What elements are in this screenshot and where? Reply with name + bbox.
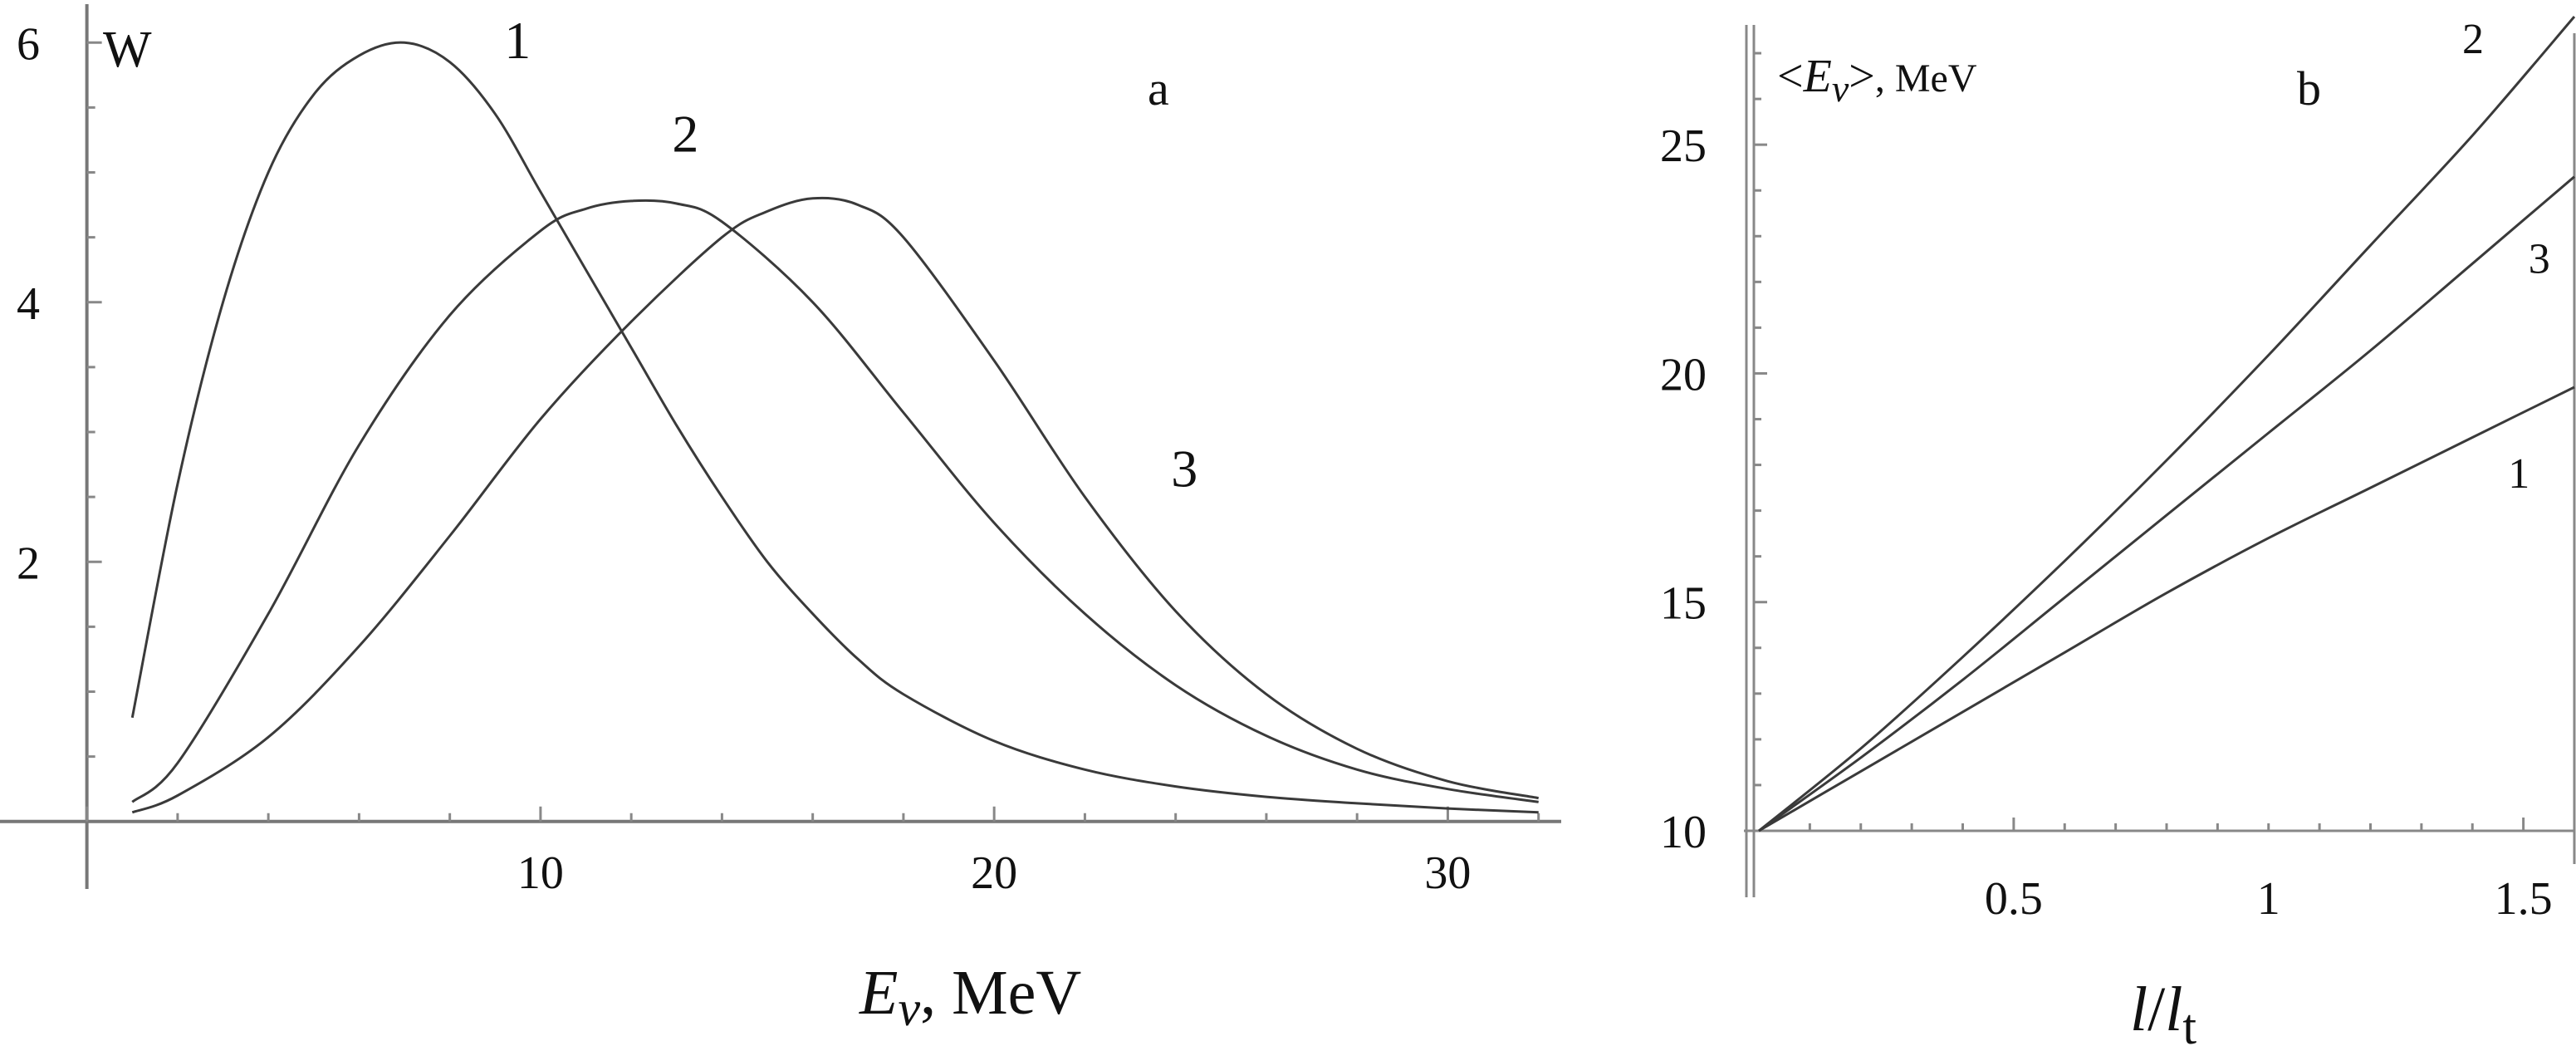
panel-b-y-label-unit: , MeV [1875,56,1977,101]
panel-b-chart: 0.5 1 1.5 10 15 20 25 2 3 1 <Eν>, MeV b l/lt [1660,16,2576,1046]
panel-a-y-tick-label: 4 [17,278,40,330]
panel-a-x-tick-label: 30 [1424,847,1471,899]
panel-b-y-label-sub: ν [1832,67,1849,110]
panel-a-y-tick-label: 2 [17,538,40,589]
panel-b-y-tick-label: 20 [1660,349,1707,400]
panel-b-x-label-lt: l [2165,975,2182,1044]
panel-b-x-label: l/lt [2130,975,2196,1046]
panel-a-series-2-line [131,199,1539,803]
panel-b-x-tick-label: 0.5 [1985,873,2043,925]
panel-b-series-1-line [1758,385,2575,832]
panel-b-curve-label: 3 [2529,235,2550,282]
panel-a-x-tick-label: 10 [517,847,564,899]
panel-b-y-tick-label: 15 [1660,578,1707,630]
panel-a-y-label: W [103,22,152,78]
panel-a-x-tick-label: 20 [971,847,1017,899]
panel-a-curve-label: 3 [1171,440,1197,498]
panel-a-ticks: 10 20 30 2 4 6 [17,18,1540,899]
panel-a-chart: 10 20 30 2 4 6 1 2 3 W a Eν, MeV [0,4,1561,1036]
panel-b-x-tick-label: 1 [2257,873,2280,925]
panel-b-y-label-close: > [1849,51,1875,102]
panel-b-y-tick-label: 10 [1660,807,1707,858]
panel-b-y-label-symbol: E [1803,51,1832,102]
panel-b-y-tick-label: 25 [1660,120,1707,172]
panel-a-series-1-line [130,41,1539,814]
panel-b-x-label-sub: t [2182,999,2196,1046]
panel-b-series-3-line [1758,175,2575,832]
panel-a-y-tick-label: 6 [17,18,40,70]
panel-a-curve-labels: 1 2 3 [504,11,1197,498]
panel-b-curve-label: 1 [2508,450,2529,498]
panel-a-x-label-unit: , MeV [920,958,1081,1028]
panel-b-x-tick-label: 1.5 [2495,873,2553,925]
panel-b-curve-labels: 2 3 1 [2462,16,2550,498]
panel-b-y-label: <Eν>, MeV [1777,51,1977,110]
panel-a-letter: a [1148,61,1169,115]
panel-b-curves [1758,16,2576,832]
panel-a-curve-label: 2 [672,105,698,164]
panel-b-curve-label: 2 [2462,16,2484,63]
panel-a-curve-label: 1 [504,11,531,70]
panel-b-series-2-line [1758,16,2576,832]
panel-a-x-label: Eν, MeV [859,958,1081,1036]
panel-b-x-label-l: l [2130,975,2147,1044]
panel-a-curves [130,41,1539,814]
panel-a-x-label-sub: ν [898,981,920,1036]
panel-b-x-label-slash: / [2147,975,2166,1044]
panel-b-letter: b [2297,61,2321,115]
panel-a-series-3-line [131,196,1539,814]
panel-a-x-label-symbol: E [859,958,898,1028]
panel-b-y-label-open: < [1777,51,1804,102]
panel-b-ticks: 0.5 1 1.5 10 15 20 25 [1660,52,2576,925]
